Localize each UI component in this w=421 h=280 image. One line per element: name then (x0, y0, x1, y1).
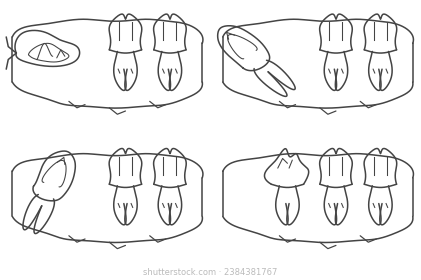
Text: shutterstock.com · 2384381767: shutterstock.com · 2384381767 (143, 268, 278, 277)
